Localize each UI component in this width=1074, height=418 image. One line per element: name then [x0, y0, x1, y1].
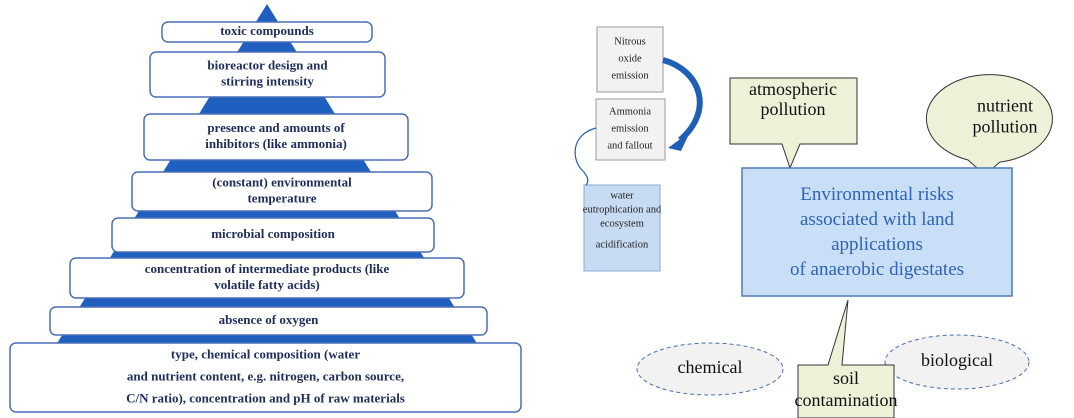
pyramid-label: type, chemical composition (water [171, 346, 360, 361]
atmospheric-label: pollution [760, 99, 825, 119]
nitrous-label: Nitrous [614, 36, 646, 47]
water-label: ecosystem [600, 218, 644, 229]
center-box [741, 167, 1013, 297]
water-label: water [610, 190, 634, 201]
pyramid-box [111, 217, 435, 253]
ammonia-label: Ammonia [609, 106, 651, 117]
water-label: acidification [596, 239, 649, 250]
center-label: applications [831, 234, 923, 255]
pyramid: toxic compounds bioreactor design andstir… [9, 21, 522, 413]
pyramid-label: absence of oxygen [219, 312, 319, 327]
soil-callout [797, 299, 895, 418]
pyramid-box [143, 113, 409, 161]
biological-label: biological [921, 350, 993, 370]
pyramid-label: inhibitors (like ammonia) [205, 136, 347, 151]
pyramid-box [149, 51, 386, 98]
atmospheric-callout [729, 77, 858, 170]
labels: Nitrous oxide emission Ammonia emission and f… [583, 36, 1038, 410]
pyramid-label: stirring intensity [221, 73, 314, 88]
pyramid-label: toxic compounds [220, 23, 314, 38]
biological-ellipse [884, 334, 1030, 390]
soil-label: contamination [795, 390, 898, 410]
ammonia-label: and fallout [607, 140, 652, 151]
soil-label: soil [833, 368, 859, 388]
water-box [583, 184, 661, 272]
pyramid-label: presence and amounts of [207, 120, 345, 135]
pyramid-label: concentration of intermediate products (… [145, 261, 390, 276]
nutrient-label: nutrient [977, 96, 1033, 116]
pyramid-box [69, 257, 465, 299]
pyramid-box [131, 171, 433, 212]
pyramid-box [9, 342, 522, 413]
chemical-label: chemical [678, 357, 743, 377]
nutrient-label: pollution [972, 117, 1037, 137]
chemical-ellipse [636, 342, 784, 396]
pyramid-label: volatile fatty acids) [214, 277, 319, 292]
water-label: eutrophication and [583, 204, 662, 215]
pyramid-box [49, 306, 488, 336]
nitrous-box [596, 26, 664, 93]
pyramid-label: bioreactor design and [207, 57, 328, 72]
arrow [662, 57, 703, 143]
center-label: associated with land [800, 209, 955, 230]
connector [574, 127, 597, 186]
ammonia-box [595, 98, 666, 161]
atmospheric-label: atmospheric [749, 79, 837, 99]
nitrous-label: emission [611, 70, 649, 81]
ammonia-label: emission [611, 123, 649, 134]
pyramid-label: microbial composition [211, 226, 335, 241]
pyramid-label: (constant) environmental [212, 174, 352, 189]
pyramid-label: C/N ratio), concentration and pH of raw … [126, 390, 405, 405]
pyramid-box [161, 21, 373, 43]
pyramid-label: temperature [247, 190, 316, 205]
center-label: of anaerobic digestates [790, 259, 964, 280]
pyramid-label: and nutrient content, e.g. nitrogen, car… [127, 368, 404, 383]
center-label: Environmental risks [800, 184, 954, 205]
arrow-head [668, 132, 690, 151]
nutrient-callout [925, 74, 1053, 176]
nitrous-label: oxide [618, 53, 642, 64]
